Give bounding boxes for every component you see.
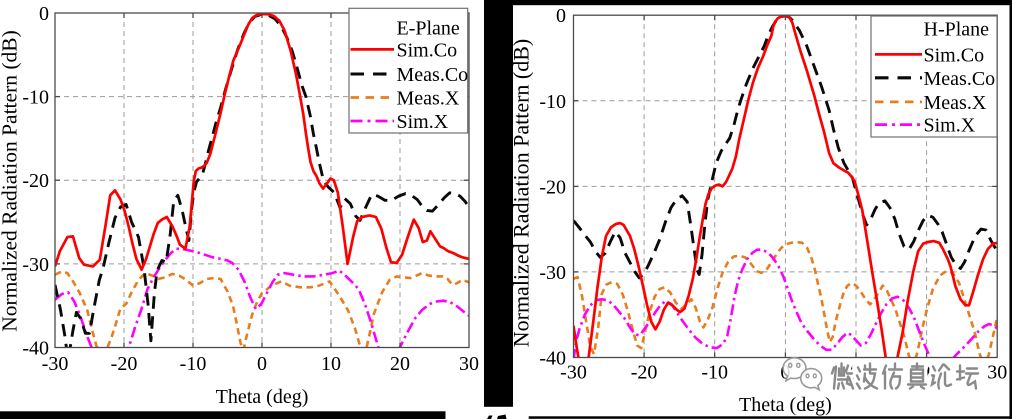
svg-text:Meas.Co: Meas.Co [397, 64, 469, 86]
svg-text:30: 30 [459, 353, 479, 375]
svg-text:Sim.Co: Sim.Co [397, 39, 458, 61]
svg-text:-20: -20 [22, 170, 49, 192]
svg-text:-20: -20 [111, 353, 138, 375]
svg-text:H-Plane: H-Plane [924, 18, 990, 40]
svg-text:-10: -10 [539, 91, 566, 113]
svg-text:-10: -10 [180, 353, 207, 375]
svg-text:-10: -10 [701, 362, 728, 384]
svg-text:-40: -40 [22, 338, 49, 360]
svg-text:E-Plane: E-Plane [397, 18, 460, 40]
svg-text:0: 0 [257, 353, 267, 375]
svg-text:-30: -30 [539, 262, 566, 284]
svg-text:20: 20 [390, 353, 410, 375]
svg-text:-40: -40 [539, 348, 566, 370]
svg-text:Meas.X: Meas.X [397, 88, 460, 110]
svg-text:-30: -30 [42, 353, 69, 375]
svg-text:Normalized Radiation Pattern (: Normalized Radiation Pattern (dB) [0, 30, 22, 332]
svg-text:Meas.X: Meas.X [924, 92, 987, 114]
svg-text:Sim.Co: Sim.Co [924, 44, 985, 66]
svg-text:-20: -20 [631, 362, 658, 384]
svg-text:10: 10 [321, 353, 341, 375]
svg-text:0: 0 [39, 3, 49, 25]
svg-text:-10: -10 [22, 87, 49, 109]
svg-text:Theta (deg): Theta (deg) [739, 394, 832, 416]
svg-text:-30: -30 [560, 362, 587, 384]
svg-text:-30: -30 [22, 254, 49, 276]
svg-text:Sim.X: Sim.X [397, 111, 449, 133]
svg-text:Theta (deg): Theta (deg) [216, 386, 309, 408]
svg-text:Sim.X: Sim.X [924, 115, 976, 137]
svg-text:Meas.Co: Meas.Co [924, 68, 996, 90]
svg-text:0: 0 [556, 5, 566, 27]
svg-text:30: 30 [987, 362, 1007, 384]
svg-text:-20: -20 [539, 176, 566, 198]
